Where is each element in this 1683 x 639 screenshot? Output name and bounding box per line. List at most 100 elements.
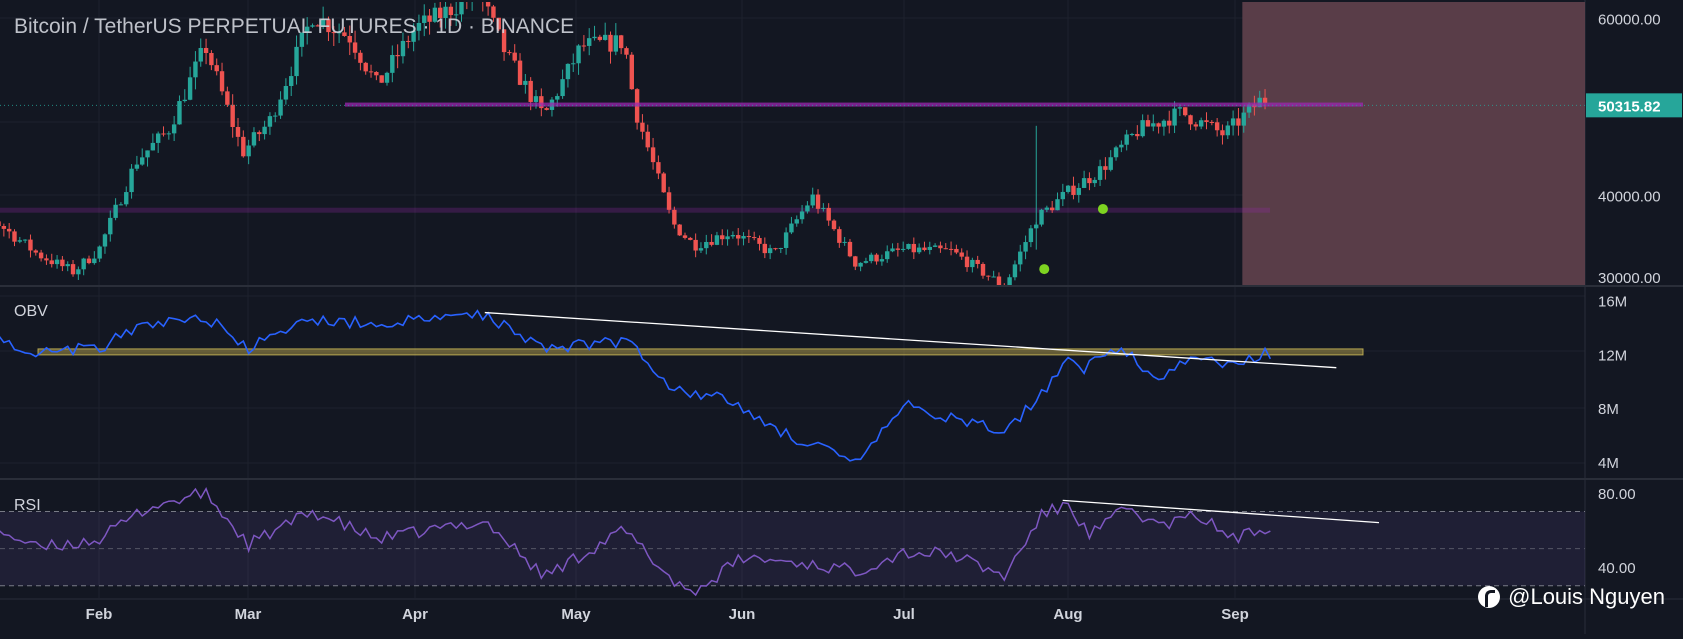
candle-body (523, 80, 528, 85)
candle-body (219, 71, 225, 92)
obv-support-band (38, 348, 1363, 355)
candle-body (725, 236, 730, 240)
candle-body (1204, 120, 1209, 122)
candle-body (640, 122, 645, 132)
candle-body (262, 126, 267, 135)
candle-body (762, 243, 768, 254)
candle-body (411, 30, 416, 42)
x-axis-tick-label: May (561, 606, 591, 623)
candle-body (826, 207, 831, 221)
candle-body (374, 71, 379, 76)
candle-body (975, 259, 980, 264)
price-axis-tick-label: 60000.00 (1598, 12, 1661, 29)
candle-body (1087, 178, 1092, 184)
candle-body (1135, 133, 1140, 137)
candle-body (427, 15, 432, 22)
candle-body (507, 52, 512, 54)
candle-body (693, 239, 698, 251)
candle-body (33, 250, 38, 253)
candle-body (789, 223, 794, 233)
candle-body (129, 168, 134, 193)
candle-body (368, 71, 374, 73)
candle-body (161, 133, 166, 135)
candle-body (714, 235, 720, 245)
resistance-level-line (345, 102, 1363, 107)
candle-body (661, 173, 666, 193)
candle-body (539, 96, 544, 109)
candle-body (1023, 242, 1028, 252)
candle-body (273, 115, 278, 117)
candle-body (512, 52, 517, 61)
candle-body (203, 47, 209, 54)
candle-body (12, 231, 17, 242)
candle-body (682, 235, 688, 238)
candle-body (384, 72, 390, 83)
candle-body (1103, 166, 1108, 170)
rsi-trendline (1062, 499, 1380, 524)
candle-body (76, 269, 81, 275)
candle-body (1018, 251, 1023, 265)
obv-axis-tick-label: 4M (1598, 455, 1619, 472)
x-axis-tick-label: Sep (1221, 606, 1249, 623)
candle-body (438, 7, 443, 18)
candle-body (342, 32, 347, 36)
candle-body (400, 40, 406, 57)
candle-body (102, 234, 108, 247)
candle-body (108, 217, 113, 235)
candle-body (688, 237, 693, 240)
obv-pane-label: OBV (14, 303, 48, 320)
candle-body (895, 248, 901, 250)
candle-body (1214, 122, 1220, 131)
candle-body (879, 259, 885, 262)
candle-body (150, 142, 156, 151)
x-axis-tick-label: Jun (729, 606, 756, 623)
candle-body (1257, 97, 1262, 108)
candle-body (326, 19, 331, 33)
tradingview-logo-icon (1478, 586, 1501, 608)
candle-body (22, 239, 28, 241)
candle-body (1092, 179, 1097, 184)
candle-body (299, 32, 305, 47)
candle-body (432, 7, 438, 22)
candle-body (416, 22, 422, 31)
candle-body (932, 245, 938, 247)
candle-body (853, 256, 858, 267)
candle-body (86, 258, 92, 264)
rsi-axis-tick-label: 80.00 (1598, 486, 1636, 503)
candle-body (741, 236, 746, 239)
candle-body (996, 276, 1002, 285)
candle-body (171, 124, 177, 134)
candle-body (278, 99, 283, 116)
candle-body (592, 36, 597, 39)
candle-body (842, 241, 847, 243)
candle-body (576, 45, 581, 64)
candle-body (1060, 191, 1066, 200)
candle-body (517, 60, 523, 85)
candle-body (289, 76, 294, 87)
obv-axis-tick-label: 16M (1598, 293, 1627, 310)
candle-body (485, 2, 491, 7)
candle-body (453, 14, 459, 16)
candle-body (294, 46, 299, 77)
candle-body (209, 53, 214, 66)
candle-body (1044, 207, 1050, 210)
candle-body (422, 15, 427, 23)
candle-body (1081, 178, 1087, 188)
candle-body (70, 264, 76, 275)
candle-body (986, 275, 991, 277)
candle-body (938, 245, 943, 249)
candle-body (390, 55, 395, 73)
candle-body (922, 247, 927, 250)
rsi-pane-label: RSI (14, 497, 41, 514)
candle-body (767, 248, 773, 254)
candle-body (1076, 187, 1081, 195)
candle-body (991, 276, 996, 278)
candle-body (118, 204, 124, 206)
x-axis-tick-label: Feb (86, 606, 113, 623)
candle-body (837, 229, 842, 243)
candle-body (310, 25, 315, 27)
candle-body (1183, 107, 1188, 116)
candle-body (241, 136, 246, 157)
candle-body (1108, 157, 1113, 170)
